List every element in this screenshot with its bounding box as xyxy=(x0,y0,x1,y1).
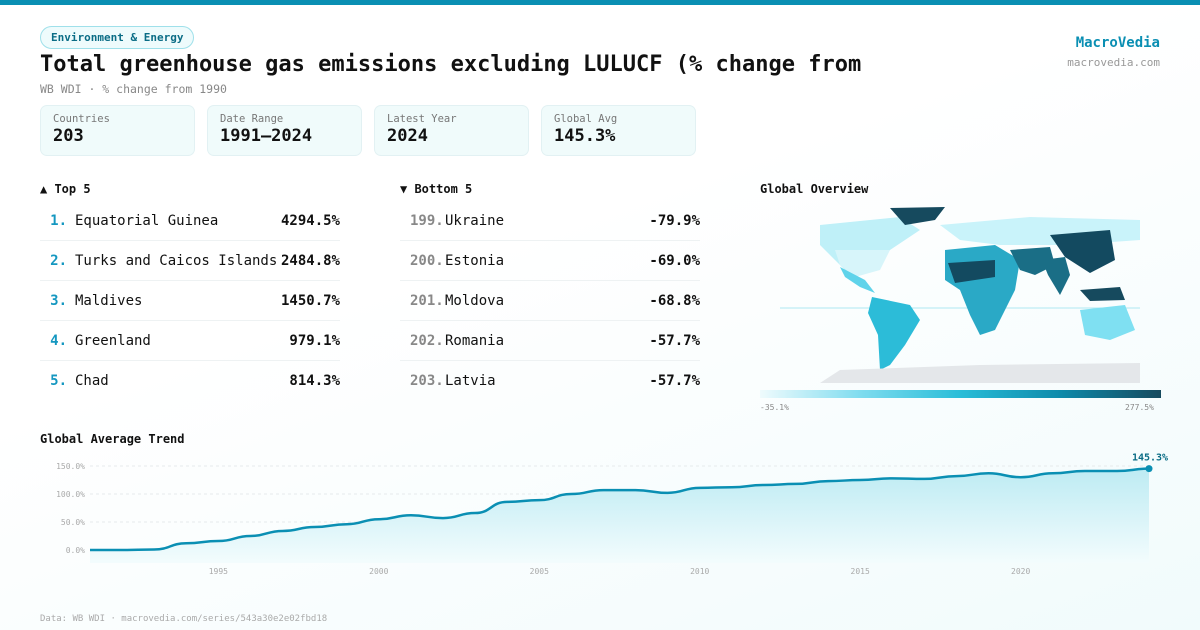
value: -68.8% xyxy=(649,292,700,309)
list-item[interactable]: 199. Ukraine -79.9% xyxy=(400,201,700,241)
list-item[interactable]: 1. Equatorial Guinea 4294.5% xyxy=(40,201,340,241)
country-name: Moldova xyxy=(445,292,505,309)
page-title: Total greenhouse gas emissions excluding… xyxy=(40,52,862,77)
y-tick-label: 100.0% xyxy=(56,490,85,499)
list-item[interactable]: 5. Chad 814.3% xyxy=(40,361,340,401)
region-usa[interactable] xyxy=(835,250,890,277)
rank: 5. xyxy=(50,373,67,389)
stat-label: Countries xyxy=(53,113,110,125)
rank: 201. xyxy=(410,292,444,309)
stat-card-global-avg: Global Avg 145.3% xyxy=(541,105,696,156)
country-name: Estonia xyxy=(445,252,505,269)
region-greenland[interactable] xyxy=(890,207,945,225)
category-tag[interactable]: Environment & Energy xyxy=(40,26,195,49)
stat-card-date-range: Date Range 1991–2024 xyxy=(207,105,362,156)
brand-url: macrovedia.com xyxy=(1067,56,1160,69)
stat-cards: Countries 203 Date Range 1991–2024 Latest … xyxy=(40,105,696,156)
stat-label: Date Range xyxy=(220,113,284,125)
country-name: Greenland xyxy=(75,332,151,349)
value: 814.3% xyxy=(289,373,340,389)
x-tick-label: 1995 xyxy=(209,567,228,576)
stat-value: 203 xyxy=(53,126,84,146)
stat-card-countries: Countries 203 xyxy=(40,105,195,156)
rank: 3. xyxy=(50,292,67,309)
list-item[interactable]: 2. Turks and Caicos Islands 2484.8% xyxy=(40,241,340,281)
trend-line xyxy=(89,467,1150,552)
trend-chart: 0.0% 50.0% 100.0% 150.0% 1995 2000 2005 2010 201… xyxy=(56,453,1168,576)
world-map[interactable] xyxy=(780,205,1140,385)
region-sahel[interactable] xyxy=(948,260,995,283)
country-name: Chad xyxy=(75,373,109,389)
x-tick-label: 2015 xyxy=(851,567,870,576)
rank: 203. xyxy=(410,373,444,389)
region-central-america[interactable] xyxy=(840,267,875,293)
top-accent-bar xyxy=(0,0,1200,5)
scale-min-label: -35.1% xyxy=(760,403,789,412)
region-africa[interactable] xyxy=(945,245,1020,335)
region-antarctica[interactable] xyxy=(820,363,1140,383)
y-tick-label: 150.0% xyxy=(56,462,85,471)
footer-source: Data: WB WDI · macrovedia.com/series/543… xyxy=(40,614,328,624)
trend-area xyxy=(90,468,1149,563)
country-name: Latvia xyxy=(445,373,496,389)
stat-value: 2024 xyxy=(387,126,428,146)
top5-heading: ▲ Top 5 xyxy=(40,182,91,196)
country-name: Romania xyxy=(445,332,505,349)
value: -57.7% xyxy=(649,332,700,349)
last-value-label: 145.3% xyxy=(1132,453,1168,464)
x-tick-label: 2000 xyxy=(369,567,388,576)
region-india[interactable] xyxy=(1042,257,1070,295)
value: 1450.7% xyxy=(280,292,340,309)
country-name: Turks and Caicos Islands xyxy=(75,252,278,269)
country-name: Maldives xyxy=(75,292,143,309)
color-scale-bar xyxy=(760,390,1161,398)
value: 2484.8% xyxy=(280,252,340,269)
x-tick-label: 2005 xyxy=(530,567,549,576)
country-name: Equatorial Guinea xyxy=(75,212,219,229)
region-china[interactable] xyxy=(1050,230,1115,273)
region-australia[interactable] xyxy=(1080,305,1135,340)
top5-list: 1. Equatorial Guinea 4294.5% 2. Turks and C… xyxy=(40,201,340,401)
x-tick-label: 2010 xyxy=(690,567,709,576)
stat-label: Global Avg xyxy=(554,113,618,125)
scale-max-label: 277.5% xyxy=(1125,403,1154,412)
rank: 4. xyxy=(50,332,67,349)
list-item[interactable]: 200. Estonia -69.0% xyxy=(400,241,700,281)
stat-label: Latest Year xyxy=(387,113,457,125)
rank: 2. xyxy=(50,252,67,269)
brand-name: MacroVedia xyxy=(1075,35,1160,51)
brand[interactable]: MacroVedia macrovedia.com xyxy=(1067,35,1160,69)
y-tick-label: 0.0% xyxy=(66,546,85,555)
list-item[interactable]: 201. Moldova -68.8% xyxy=(400,281,700,321)
bottom5-heading: ▼ Bottom 5 xyxy=(400,182,473,196)
data-point xyxy=(1145,465,1153,473)
map-heading: Global Overview xyxy=(760,182,869,196)
list-item[interactable]: 3. Maldives 1450.7% xyxy=(40,281,340,321)
chart-title: Global Average Trend xyxy=(40,432,185,446)
stat-value: 1991–2024 xyxy=(220,126,313,146)
rank: 1. xyxy=(50,212,67,229)
y-tick-label: 50.0% xyxy=(61,518,85,527)
value: -57.7% xyxy=(649,373,700,389)
x-tick-label: 2020 xyxy=(1011,567,1030,576)
value: -69.0% xyxy=(649,252,700,269)
region-south-america[interactable] xyxy=(868,297,920,370)
stat-value: 145.3% xyxy=(554,126,616,146)
rank: 200. xyxy=(410,252,444,269)
rank: 202. xyxy=(410,332,444,349)
stat-card-latest-year: Latest Year 2024 xyxy=(374,105,529,156)
region-middle-east[interactable] xyxy=(1010,247,1055,275)
list-item[interactable]: 202. Romania -57.7% xyxy=(400,321,700,361)
value: 4294.5% xyxy=(280,212,340,229)
value: -79.9% xyxy=(649,212,700,229)
value: 979.1% xyxy=(289,332,340,349)
page-subtitle: WB WDI · % change from 1990 xyxy=(40,82,227,96)
list-item[interactable]: 4. Greenland 979.1% xyxy=(40,321,340,361)
bottom5-list: 199. Ukraine -79.9% 200. Estonia -69.0% 201.… xyxy=(400,201,700,401)
region-indonesia[interactable] xyxy=(1080,287,1125,301)
rank: 199. xyxy=(410,212,444,229)
country-name: Ukraine xyxy=(445,212,505,229)
list-item[interactable]: 203. Latvia -57.7% xyxy=(400,361,700,401)
